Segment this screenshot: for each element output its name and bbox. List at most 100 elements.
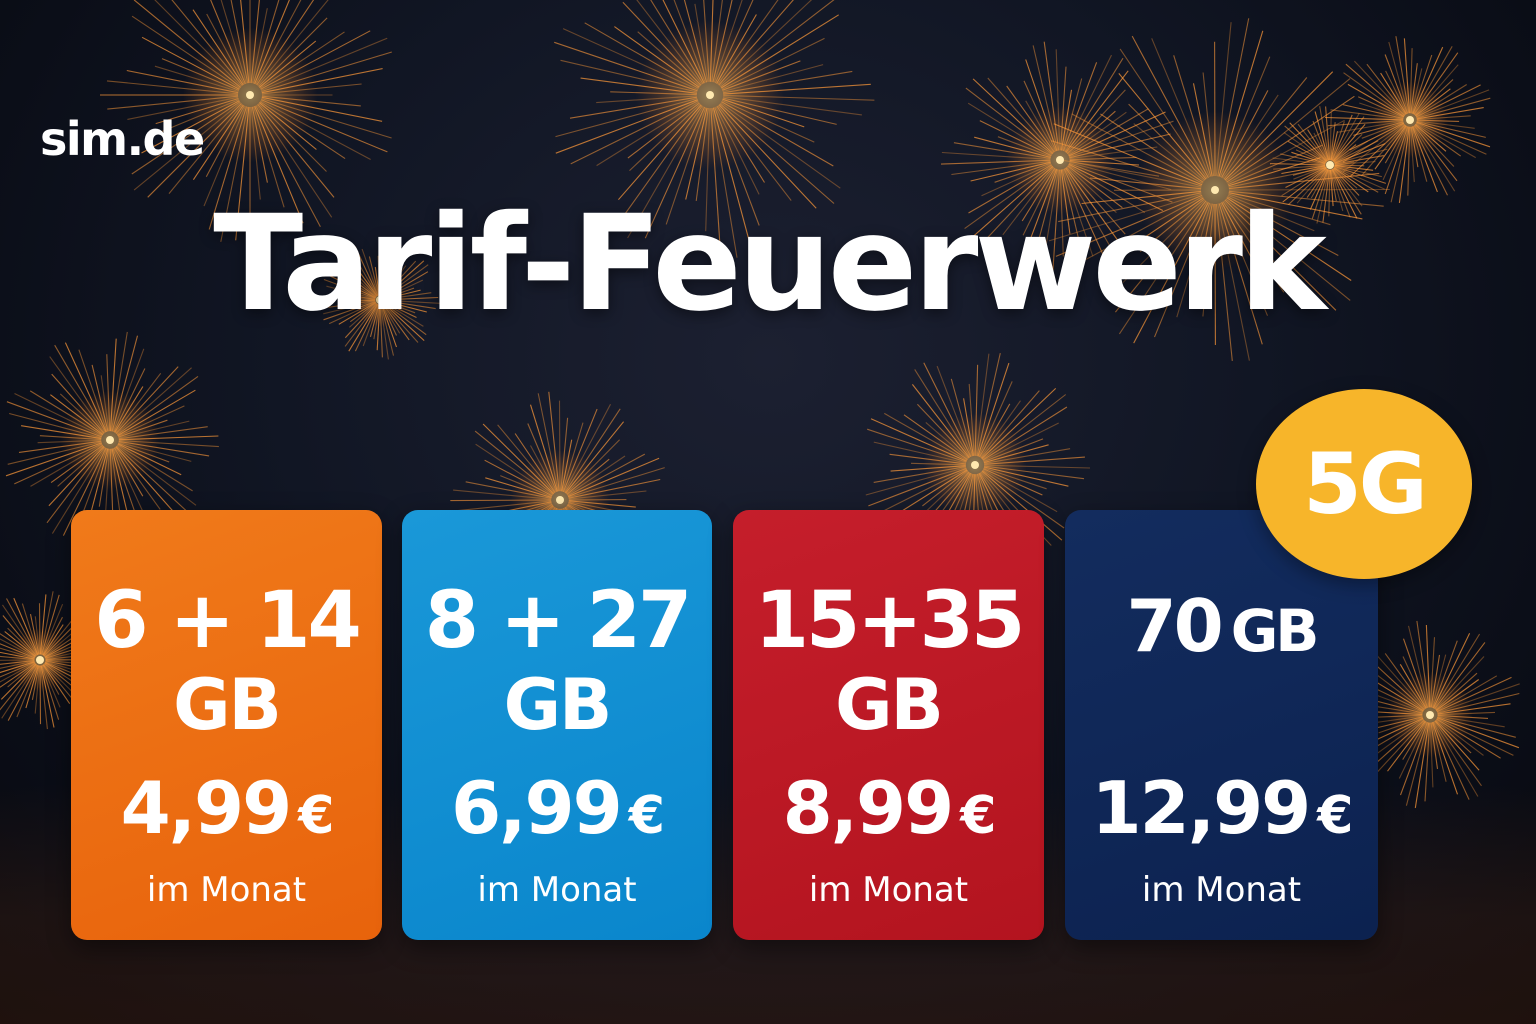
firework-spark	[884, 412, 968, 461]
firework-spark	[713, 0, 743, 83]
firework-spark	[1361, 121, 1404, 139]
firework-spark	[118, 435, 219, 441]
firework-spark	[1296, 168, 1328, 204]
currency: €	[960, 786, 996, 846]
tariff-card-2[interactable]: 8 + 27 GB 6,99 € im Monat	[402, 510, 712, 940]
firework-spark	[1331, 114, 1353, 161]
firework-spark	[975, 353, 990, 456]
firework-spark	[1429, 637, 1436, 708]
firework-spark	[685, 107, 708, 200]
firework-spark	[457, 500, 552, 512]
firework-spark	[978, 381, 1013, 457]
firework-spark	[114, 386, 144, 433]
firework-spark	[554, 41, 698, 92]
firework-spark	[1388, 41, 1409, 114]
firework-spark	[235, 106, 250, 241]
firework-spark	[890, 465, 966, 472]
firework-spark	[1432, 633, 1471, 709]
firework-spark	[565, 421, 625, 494]
firework-spark	[384, 279, 424, 299]
firework-spark	[1398, 126, 1410, 203]
firework-spark	[260, 100, 371, 160]
firework-spark	[106, 80, 239, 95]
firework-spark	[1081, 190, 1202, 205]
firework-spark	[208, 106, 248, 230]
firework-spark	[719, 103, 835, 204]
firework-spark	[568, 478, 661, 499]
firework-spark	[256, 104, 333, 218]
firework-spark	[622, 1, 702, 86]
billing-period: im Monat	[477, 870, 637, 910]
firework-spark	[873, 466, 966, 483]
firework-spark	[1390, 126, 1410, 203]
price-value: 8,99	[782, 766, 955, 850]
firework-spark	[117, 405, 185, 437]
firework-spark	[34, 665, 41, 714]
firework-core	[376, 296, 384, 304]
firework-spark	[326, 274, 376, 299]
firework-spark	[383, 264, 429, 298]
firework-spark	[1297, 123, 1328, 162]
firework-spark	[1309, 169, 1329, 210]
firework-spark	[1415, 122, 1487, 155]
firework-spark	[566, 455, 626, 496]
firework-spark	[1151, 38, 1211, 178]
firework-spark	[1334, 148, 1388, 165]
firework-spark	[1332, 168, 1363, 207]
firework-spark	[40, 665, 48, 730]
firework-spark	[383, 302, 427, 336]
firework-spark	[1347, 83, 1405, 118]
firework-spark	[558, 400, 561, 492]
firework-spark	[0, 633, 36, 658]
firework-spark	[721, 101, 834, 167]
firework-spark	[381, 304, 398, 348]
firework-spark	[965, 87, 1053, 155]
firework-spark	[1402, 721, 1427, 760]
firework-spark	[484, 459, 553, 497]
firework-spark	[107, 95, 239, 110]
firework-spark	[192, 104, 244, 181]
firework-core	[971, 461, 979, 469]
firework-spark	[382, 265, 407, 297]
firework-spark	[1089, 177, 1202, 190]
firework-spark	[1052, 169, 1060, 273]
firework-spark	[1062, 62, 1098, 152]
firework-spark	[1025, 59, 1058, 152]
firework-spark	[940, 159, 1051, 165]
firework-spark	[1217, 18, 1250, 177]
firework-spark	[569, 96, 698, 119]
firework-spark	[1334, 155, 1384, 165]
firework-spark	[1218, 30, 1264, 177]
firework-spark	[113, 447, 143, 511]
tariff-card-3[interactable]: 15+35 GB 8,99 € im Monat	[733, 510, 1044, 940]
firework-spark	[910, 462, 966, 466]
firework-spark	[1332, 168, 1360, 196]
firework-spark	[1407, 625, 1429, 708]
firework-spark	[5, 442, 102, 477]
firework-spark	[982, 469, 1065, 529]
firework-spark	[710, 108, 721, 252]
firework-spark	[161, 58, 240, 91]
firework-spark	[333, 292, 376, 300]
firework-spark	[203, 105, 246, 207]
firework-spark	[206, 13, 245, 85]
firework-spark	[0, 661, 35, 674]
firework-spark	[1370, 648, 1426, 710]
firework-spark	[1313, 132, 1329, 161]
tariff-card-4[interactable]: 70 GB 12,99 € im Monat	[1065, 510, 1378, 940]
firework-spark	[328, 301, 376, 325]
firework-spark	[1325, 106, 1331, 161]
firework-spark	[969, 165, 1054, 240]
firework-spark	[1416, 120, 1486, 138]
firework-spark	[1061, 169, 1080, 240]
firework-spark	[1153, 202, 1211, 338]
firework-spark	[560, 417, 569, 492]
firework-spark	[1284, 125, 1327, 163]
firework-spark	[1384, 653, 1426, 710]
firework-spark	[870, 418, 967, 462]
tariff-card-1[interactable]: 6 + 14 GB 4,99 € im Monat	[71, 510, 382, 940]
brand-logo[interactable]: sim.de	[40, 112, 205, 166]
price: 8,99 €	[733, 772, 1044, 844]
firework-spark	[347, 255, 378, 297]
firework-spark	[1319, 106, 1330, 161]
